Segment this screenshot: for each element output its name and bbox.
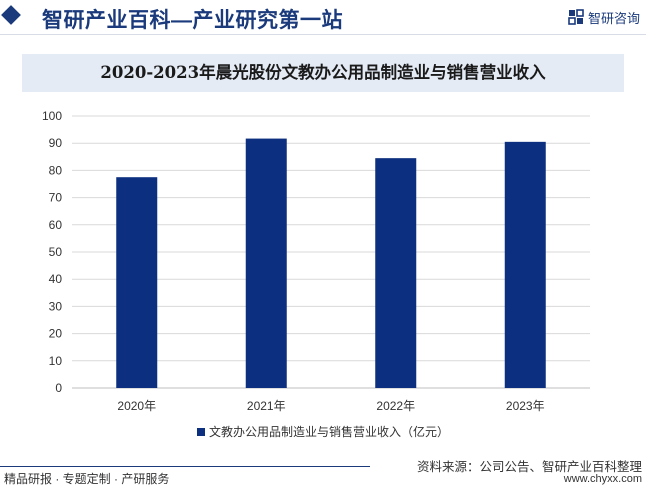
x-tick-label: 2021年: [247, 399, 286, 413]
bar: [504, 141, 546, 388]
y-tick-label: 60: [49, 218, 63, 232]
page-header: 智研产业百科—产业研究第一站 智研咨询: [0, 0, 646, 34]
chart-legend: 文教办公用品制造业与销售营业收入（亿元）: [0, 423, 646, 440]
diamond-icon: [1, 5, 21, 25]
legend-swatch: [196, 428, 205, 436]
legend-label: 文教办公用品制造业与销售营业收入（亿元）: [208, 425, 449, 439]
x-tick-label: 2020年: [117, 399, 156, 413]
bar: [245, 138, 287, 388]
brand-logo[interactable]: 智研咨询: [568, 7, 640, 27]
x-tick-label: 2023年: [506, 399, 545, 413]
chyxx-logo-icon: [568, 9, 584, 25]
bar: [116, 177, 158, 388]
footer-divider: [0, 466, 370, 467]
y-tick-label: 80: [49, 163, 63, 177]
y-tick-label: 0: [55, 381, 62, 395]
y-tick-label: 40: [49, 272, 63, 286]
data-source: 资料来源：公司公告、智研产业百科整理: [416, 460, 642, 474]
footer-services: 精品研报 · 专题定制 · 产研服务: [4, 472, 170, 486]
header-title: 智研产业百科—产业研究第一站: [42, 9, 343, 32]
x-tick-label: 2022年: [376, 399, 415, 413]
y-tick-label: 100: [42, 109, 62, 123]
brand-name: 智研咨询: [587, 10, 640, 26]
y-tick-label: 30: [49, 299, 63, 313]
chart-title-band: 2020-2023年晨光股份文教办公用品制造业与销售营业收入: [22, 54, 624, 92]
y-tick-label: 50: [49, 245, 63, 259]
bar-chart: 0 10 20 30 40 50 60 70 80 90 100 2020年 2021年 2022年 20…: [42, 109, 590, 413]
site-url[interactable]: www.chyxx.com: [563, 473, 642, 485]
y-tick-label: 20: [49, 327, 63, 341]
y-tick-label: 90: [49, 136, 63, 150]
y-tick-label: 70: [49, 191, 63, 205]
header-divider: [0, 34, 646, 35]
chart-title: 2020-2023年晨光股份文教办公用品制造业与销售营业收入: [100, 63, 546, 82]
y-tick-label: 10: [49, 354, 63, 368]
bar: [375, 158, 417, 388]
